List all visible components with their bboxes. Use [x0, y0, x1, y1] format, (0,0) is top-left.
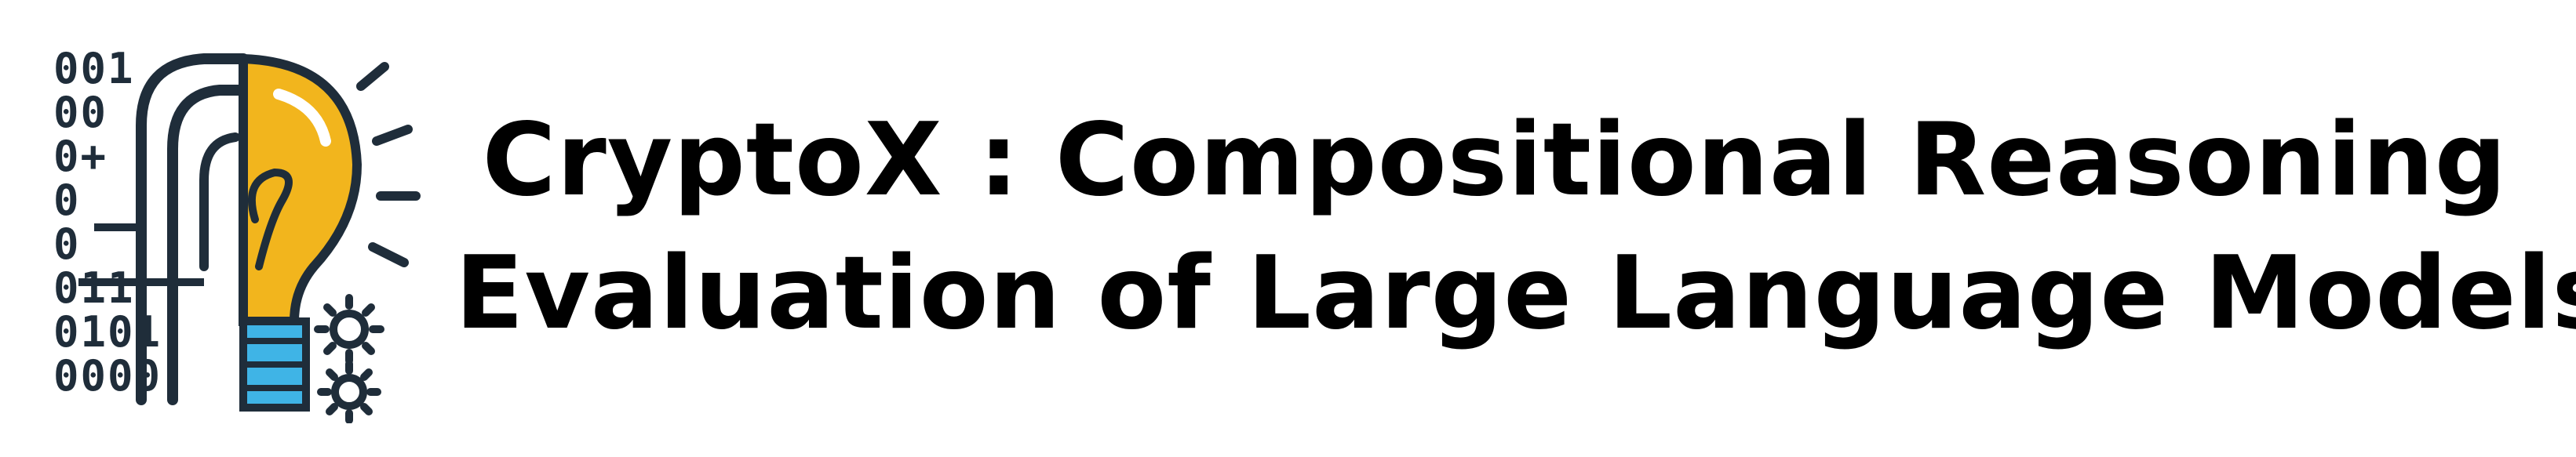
binary-row: 0 — [53, 219, 81, 269]
binary-row: 0 — [53, 176, 81, 225]
binary-row: 00 — [53, 88, 108, 137]
binary-row: 001 — [53, 44, 135, 93]
binary-digits: 001 00 0+ 0 0 011 0101 0000 — [53, 47, 234, 398]
gear-icon — [317, 360, 381, 423]
title-line-2: Evaluation of Large Language Models — [455, 235, 2576, 352]
gear-icon — [314, 294, 384, 365]
title-line-1: CryptoX : Compositional Reasoning — [482, 102, 2508, 219]
binary-row: 0+ — [53, 132, 108, 181]
cryptox-logo: 001 00 0+ 0 0 011 0101 0000 — [47, 31, 439, 423]
binary-row: 011 — [53, 263, 135, 313]
page-title: CryptoX : Compositional Reasoning Evalua… — [455, 94, 2576, 361]
lightbulb-icon — [78, 53, 421, 423]
